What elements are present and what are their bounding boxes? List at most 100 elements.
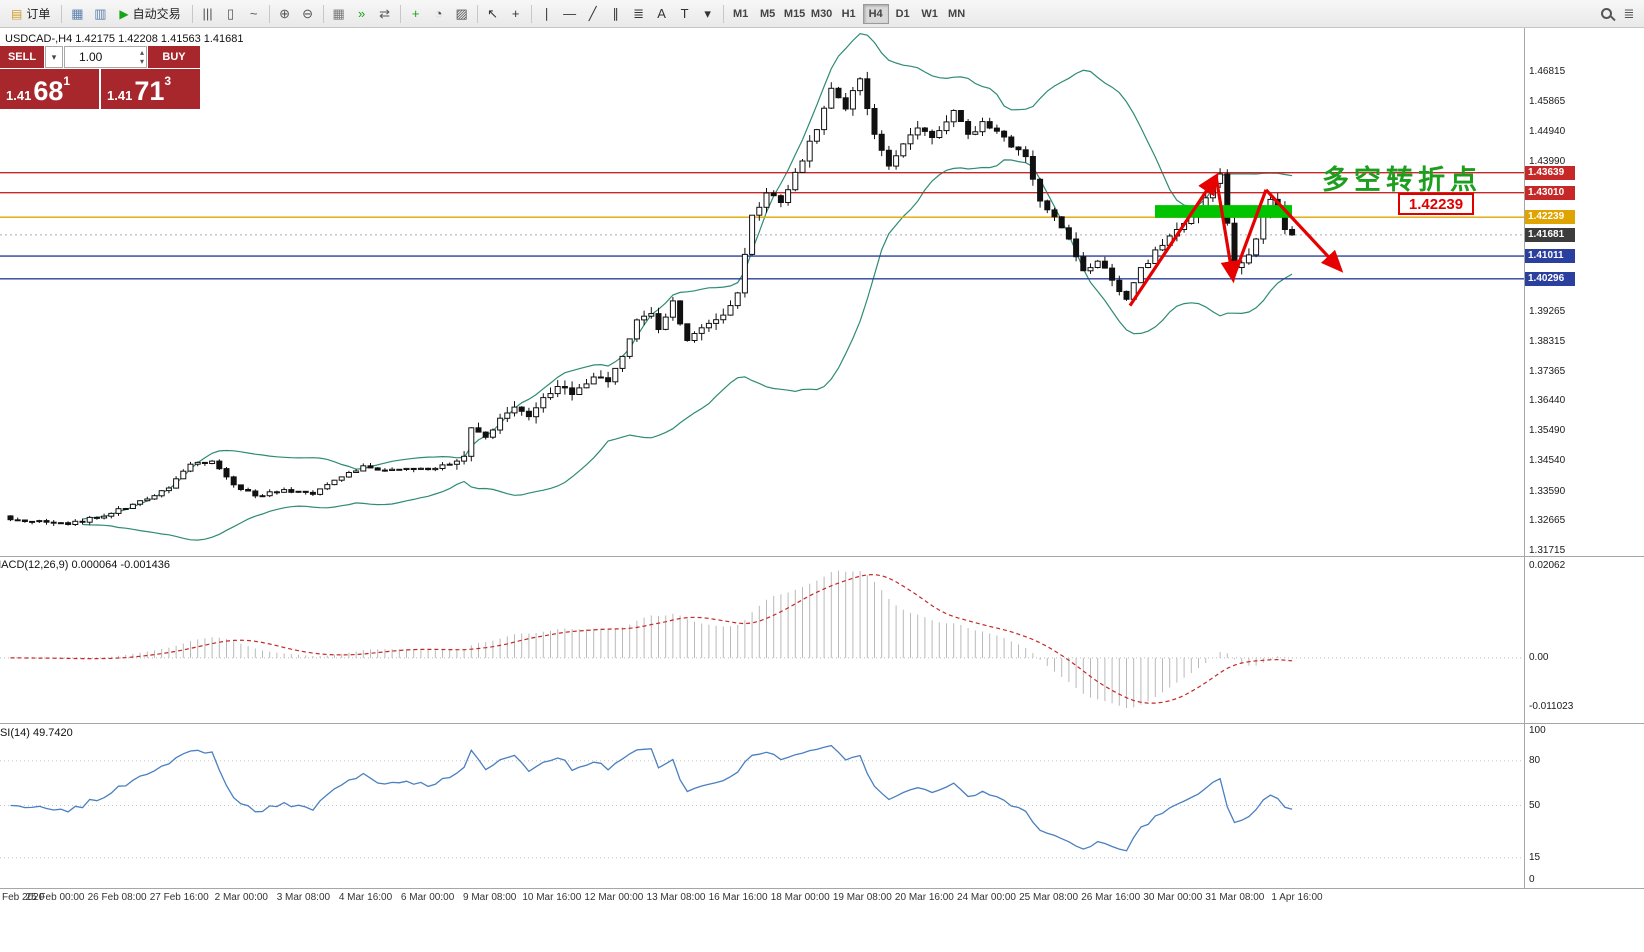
time-axis-label: 30 Mar 00:00: [1143, 892, 1203, 903]
zoom-in-button[interactable]: ⊕: [274, 3, 296, 25]
layers-button[interactable]: ≣: [1618, 3, 1640, 25]
rsi-scale-label: 80: [1529, 754, 1541, 766]
volume-input[interactable]: 1.00 ▴ ▾: [64, 46, 147, 68]
time-axis-label: 6 Mar 00:00: [400, 892, 455, 903]
cursor-button[interactable]: ↖: [482, 3, 504, 25]
pane-separator[interactable]: [0, 723, 1644, 724]
crosshair-button[interactable]: +: [505, 3, 527, 25]
time-axis-label: 19 Mar 08:00: [832, 892, 892, 903]
buy-price-button[interactable]: 1.41 71 3: [101, 69, 200, 109]
timeframe-m5-button[interactable]: M5: [759, 7, 776, 20]
arrows-dropdown[interactable]: ▾: [697, 3, 719, 25]
channel-button[interactable]: ∥: [605, 3, 627, 25]
rsi-indicator-pane[interactable]: [0, 725, 1524, 887]
price-badge: 1.41681: [1525, 227, 1575, 242]
time-axis-label: 4 Mar 16:00: [338, 892, 393, 903]
timeframe-m15-button[interactable]: M15: [783, 7, 806, 20]
fibonacci-icon: ≣: [633, 5, 645, 21]
volume-decrease-button[interactable]: ▾: [139, 57, 144, 66]
label-icon: T: [680, 6, 689, 21]
new-order-icon: ▤: [11, 6, 23, 21]
tile-windows-button[interactable]: ▦: [328, 3, 350, 25]
time-axis: Feb 2020 25 Feb 00:00 26 Feb 08:00 27 Feb 1…: [0, 892, 1644, 910]
price-scale-label: 1.33590: [1529, 485, 1566, 497]
volume-dropdown[interactable]: ▾: [45, 46, 63, 68]
zoom-out-button[interactable]: ⊖: [297, 3, 319, 25]
toolbar-separator: [722, 4, 724, 23]
timeframe-d1-button[interactable]: D1: [895, 7, 910, 20]
sell-price-sup: 1: [63, 74, 71, 88]
candlestick-chart-button[interactable]: ▯: [220, 3, 242, 25]
macd-scale-label: 0.02062: [1529, 560, 1566, 571]
sell-price-button[interactable]: 1.41 68 1: [0, 69, 99, 109]
search-icon: [1600, 8, 1612, 19]
timeframe-mn-button[interactable]: MN: [948, 7, 966, 20]
timeframe-h4-button[interactable]: H4: [862, 3, 889, 24]
vertical-line-button[interactable]: ∣: [536, 3, 558, 25]
main-price-chart[interactable]: [0, 28, 1524, 556]
bollinger-lower-line: [82, 159, 1293, 541]
chevron-down-icon: ▾: [51, 51, 57, 62]
buy-button[interactable]: BUY: [148, 46, 200, 68]
tile-windows-icon: ▦: [332, 5, 345, 21]
chart-window[interactable]: USDCAD-,H4 1.42175 1.42208 1.41563 1.416…: [0, 28, 1644, 952]
time-axis-label: 26 Feb 08:00: [87, 892, 147, 903]
time-axis-label: 25 Mar 08:00: [1019, 892, 1079, 903]
toolbar-separator: [530, 4, 532, 23]
price-scale-separator: [1524, 28, 1525, 889]
price-scale-label: 1.31715: [1529, 545, 1566, 556]
label-button[interactable]: T: [674, 3, 696, 25]
trendline-button[interactable]: ╱: [582, 3, 604, 25]
price-scale-label: 1.36440: [1529, 395, 1566, 407]
price-badge: 1.43010: [1525, 185, 1575, 200]
shift-chart-button[interactable]: ⇄: [374, 3, 396, 25]
timeframe-m30-button[interactable]: M30: [810, 7, 833, 20]
time-axis-label: 24 Mar 00:00: [957, 892, 1016, 903]
line-chart-button[interactable]: ~: [243, 3, 265, 25]
price-scale-label: 1.44940: [1529, 125, 1566, 137]
time-axis-label: 31 Mar 08:00: [1205, 892, 1265, 903]
new-order-button[interactable]: ▤ 订单: [4, 3, 57, 25]
periods-button[interactable]: ◔: [428, 3, 450, 25]
horizontal-line-icon: —: [563, 6, 577, 21]
rsi-scale-label: 100: [1529, 725, 1546, 736]
volume-increase-button[interactable]: ▴: [139, 48, 144, 57]
macd-indicator-pane[interactable]: [0, 558, 1524, 724]
buy-price-sup: 3: [164, 74, 172, 88]
auto-trading-button[interactable]: ▶ 自动交易: [112, 3, 187, 25]
arrows-dropdown-icon: ▾: [704, 5, 711, 21]
rsi-scale-label: 0: [1529, 874, 1535, 885]
toolbar-separator: [476, 4, 478, 23]
charts-window-icon[interactable]: ▦: [66, 3, 88, 25]
time-axis-label: 20 Mar 16:00: [894, 892, 954, 903]
time-axis-label: 25 Feb 00:00: [25, 892, 85, 903]
pane-separator[interactable]: [0, 556, 1644, 557]
timeframe-h1-button[interactable]: H1: [841, 7, 856, 20]
vertical-line-icon: ∣: [543, 5, 550, 21]
charts-window-icon-icon: ▦: [71, 5, 84, 21]
auto-scroll-button[interactable]: »: [351, 3, 373, 25]
price-tag-label: 1.42239: [1398, 193, 1474, 216]
price-badge: 1.42239: [1525, 210, 1575, 225]
bar-chart-button[interactable]: |||: [197, 3, 219, 25]
periods-icon: ◔: [434, 6, 443, 21]
fibonacci-button[interactable]: ≣: [628, 3, 650, 25]
layers-icon: ≣: [1623, 5, 1635, 21]
price-scale-label: 1.38315: [1529, 335, 1566, 347]
templates-button[interactable]: ▨: [451, 3, 473, 25]
auto-trading-button-label: 自动交易: [132, 7, 181, 21]
profiles-icon[interactable]: ▥: [89, 3, 111, 25]
text-button[interactable]: A: [651, 3, 673, 25]
price-scale-label: 1.35490: [1529, 425, 1566, 437]
timeframe-m1-button[interactable]: M1: [732, 7, 749, 20]
line-chart-icon: ~: [249, 6, 258, 21]
price-badge: 1.40296: [1525, 271, 1575, 286]
indicators-button[interactable]: +: [405, 3, 427, 25]
timeframe-w1-button[interactable]: W1: [921, 7, 938, 20]
macd-scale-label: 0.00: [1529, 651, 1549, 663]
search-button[interactable]: [1595, 3, 1617, 25]
sell-button[interactable]: SELL: [0, 46, 44, 68]
indicators-icon: +: [411, 6, 420, 21]
time-axis-label: 3 Mar 08:00: [276, 892, 331, 903]
horizontal-line-button[interactable]: —: [559, 3, 581, 25]
